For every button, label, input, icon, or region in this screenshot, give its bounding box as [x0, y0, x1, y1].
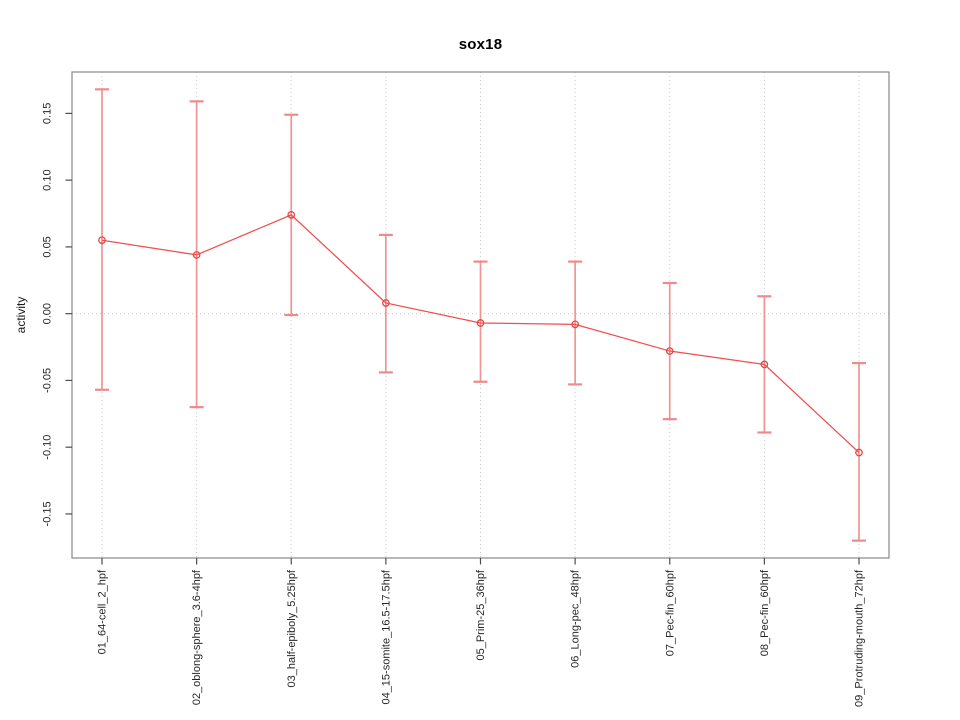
y-tick-label: 0.05 — [42, 236, 54, 257]
x-tick-label: 01_64-cell_2_hpf — [97, 569, 109, 654]
x-tick-label: 03_half-epiboly_5.25hpf — [286, 569, 298, 687]
data-point-marker — [665, 347, 674, 355]
x-tick-label: 09_Protruding-mouth_72hpf — [854, 569, 866, 707]
y-tick-label: 0.00 — [42, 303, 54, 324]
data-point-marker — [287, 211, 296, 219]
y-tick-label: -0.05 — [42, 368, 54, 393]
chart-title: sox18 — [458, 36, 503, 53]
data-point-marker — [192, 251, 201, 259]
x-tick-label: 02_oblong-sphere_3.6-4hpf — [191, 569, 203, 705]
data-point-marker — [98, 236, 106, 245]
data-point-marker — [760, 360, 769, 369]
data-point-marker — [855, 448, 863, 457]
x-tick-label: 08_Pec-fin_60hpf — [759, 569, 771, 656]
y-tick-label: 0.10 — [42, 169, 54, 190]
y-tick-label: -0.10 — [42, 435, 54, 460]
y-tick-label: 0.15 — [42, 103, 54, 124]
x-tick-label: 05_Prim-25_36hpf — [475, 569, 487, 660]
series-line — [101, 214, 860, 453]
x-tick-label: 04_15-somite_16.5-17.5hpf — [380, 569, 392, 704]
data-point-marker — [476, 319, 485, 327]
data-point-marker — [382, 299, 390, 307]
x-tick-label: 07_Pec-fin_60hpf — [664, 569, 676, 656]
x-tick-label: 06_Long-pec_48hpf — [570, 569, 582, 668]
y-tick-label: -0.15 — [42, 501, 54, 526]
data-point-marker — [571, 320, 579, 329]
